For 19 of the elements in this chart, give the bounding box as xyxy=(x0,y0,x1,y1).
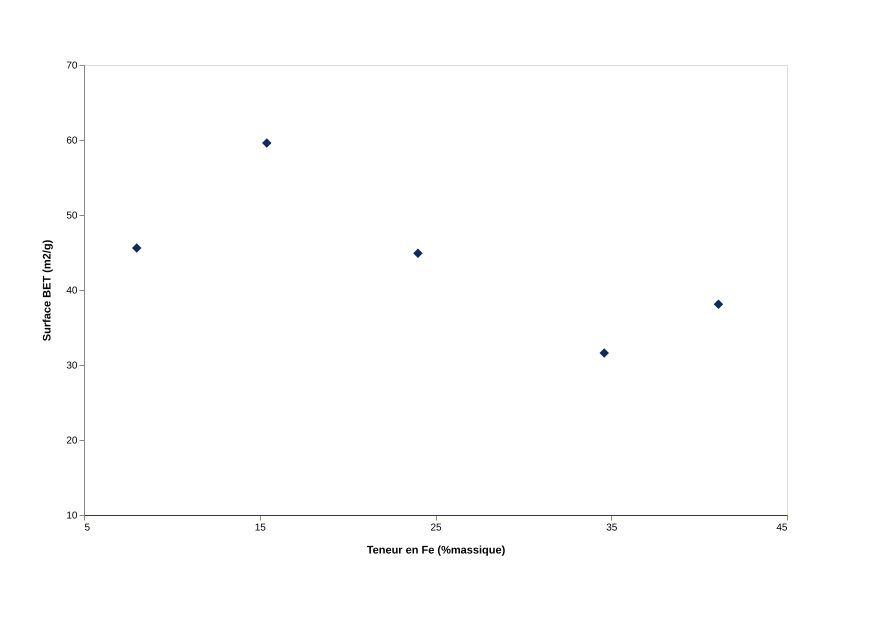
point xyxy=(599,348,609,358)
x-tick-label: 25 xyxy=(430,522,442,534)
point xyxy=(714,300,724,309)
y-axis-title: Surface BET (m2/g) xyxy=(41,239,54,342)
y-tick-label: 30 xyxy=(66,360,78,372)
point xyxy=(413,248,423,258)
x-tick-label: 15 xyxy=(254,522,266,534)
x-tick-label: 45 xyxy=(776,522,788,534)
y-tick-label: 50 xyxy=(66,210,78,222)
y-tick-label: 10 xyxy=(66,510,78,522)
point xyxy=(132,243,142,253)
x-tick-label: 5 xyxy=(84,522,90,534)
point xyxy=(262,138,272,148)
y-tick-label: 20 xyxy=(66,436,78,446)
y-tick-label: 70 xyxy=(66,60,78,72)
y-tick-label: 40 xyxy=(66,286,78,296)
x-tick-label: 35 xyxy=(606,522,618,534)
x-axis-title: Teneur en Fe (%massique) xyxy=(366,544,506,556)
y-tick-label: 60 xyxy=(66,136,78,146)
